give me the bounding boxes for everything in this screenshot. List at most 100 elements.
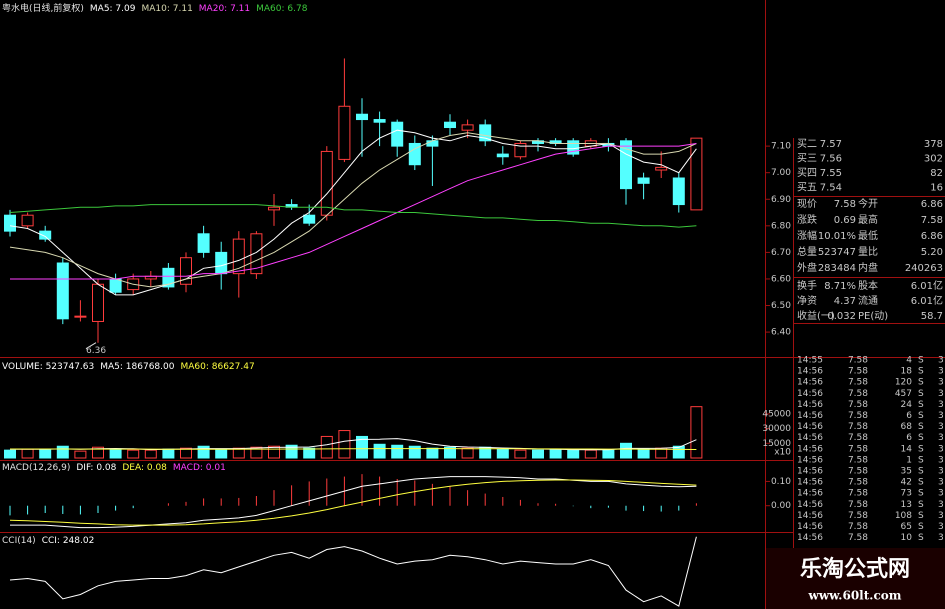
trade-volume: 6 [906, 411, 912, 421]
trade-volume: 108 [895, 511, 912, 521]
trade-side: S [918, 478, 924, 488]
candle-body [690, 137, 703, 211]
quote-label: 净资 [797, 294, 817, 307]
pane-title: MACD(12,26,9) [2, 463, 70, 473]
candle-body [637, 177, 650, 184]
candle-body [444, 121, 456, 129]
candle-body [74, 315, 87, 318]
trade-side: S [918, 356, 924, 366]
quote-value: 6.86 [921, 231, 943, 242]
candle-body [479, 124, 492, 142]
volume-bar [356, 435, 368, 459]
trade-price: 7.58 [848, 367, 868, 377]
volume-bar [56, 445, 69, 459]
quote-value: 6.01亿 [911, 294, 943, 307]
quote-label: 外盘 [797, 261, 817, 274]
trade-price: 7.58 [848, 455, 868, 465]
book-price: 7.57 [820, 139, 842, 150]
trade-count: 3 [938, 444, 944, 454]
y-tick-label: 45000 [762, 409, 791, 419]
y-tick-label: 0.10 [771, 477, 791, 487]
indicator-line [9, 479, 697, 526]
volume-bar [92, 446, 104, 459]
legend-entry: VOLUME: 523747.63 [2, 362, 94, 372]
volume-bar [39, 449, 52, 459]
quote-value: 8.71% [824, 281, 856, 292]
trade-side: S [918, 511, 924, 521]
trade-side: S [918, 455, 924, 465]
trade-count: 3 [938, 411, 944, 421]
trade-volume: 14 [901, 444, 913, 454]
trade-count: 3 [938, 378, 944, 388]
legend-entry: MA60: 6.78 [256, 4, 308, 14]
indicator-line [10, 448, 697, 450]
quote-label: 内盘 [858, 261, 878, 274]
candle-body [250, 233, 263, 275]
volume-bar [144, 449, 157, 459]
candle-body [408, 142, 421, 166]
volume-bar [320, 435, 333, 459]
volume-bar [584, 449, 597, 459]
trade-count: 3 [938, 389, 944, 399]
quote-label: 今开 [858, 197, 878, 210]
trade-volume: 18 [901, 367, 913, 377]
book-volume: 302 [924, 154, 943, 165]
y-tick-label: 6.90 [771, 195, 791, 205]
trade-side: S [918, 444, 924, 454]
trade-volume: 73 [901, 489, 912, 499]
trade-time: 14:56 [797, 522, 823, 532]
candle-body [268, 206, 280, 211]
trade-time: 14:56 [797, 411, 823, 421]
candle-body [4, 214, 16, 232]
trade-time: 14:56 [797, 444, 823, 454]
volume-bar [4, 449, 16, 459]
trade-time: 14:55 [797, 356, 823, 366]
volume-bar [672, 445, 685, 459]
quote-value: 10.01% [818, 231, 856, 242]
volume-bar [408, 445, 421, 459]
trade-count: 3 [938, 511, 944, 521]
volume-bar [637, 448, 650, 459]
candle-body [320, 150, 333, 216]
trade-volume: 6 [906, 433, 912, 443]
trade-side: S [918, 433, 924, 443]
trade-volume: 42 [901, 478, 912, 488]
candle-body [655, 166, 668, 171]
candle-body [39, 230, 52, 240]
trade-price: 7.58 [848, 533, 868, 543]
quote-value: 523747 [818, 247, 856, 258]
trade-price: 7.58 [848, 522, 868, 532]
trade-price: 7.58 [848, 389, 868, 399]
trade-count: 3 [938, 455, 944, 465]
book-label: 买二 [797, 138, 817, 150]
trade-price: 7.58 [848, 411, 868, 421]
trade-price: 7.58 [848, 444, 868, 454]
trade-time: 14:56 [797, 378, 823, 388]
trade-count: 3 [938, 433, 944, 443]
y-tick-label: 6.70 [771, 248, 791, 258]
trade-side: S [918, 367, 924, 377]
indicator-line [9, 132, 697, 288]
trade-time: 14:56 [797, 467, 823, 477]
trade-side: S [918, 533, 924, 543]
candle-body [109, 278, 122, 293]
volume-bar [215, 448, 228, 459]
quote-label: 收益(一) [797, 309, 835, 322]
trade-volume: 35 [901, 467, 912, 477]
candle-body [567, 140, 580, 155]
trade-time: 14:56 [797, 433, 823, 443]
candle-body [303, 214, 316, 224]
y-tick-label: 7.10 [771, 142, 791, 152]
volume-bar [549, 448, 562, 459]
quote-label: 量比 [858, 246, 878, 258]
volume-bar [285, 444, 298, 459]
volume-bar [426, 447, 439, 459]
volume-bar [268, 445, 280, 459]
trade-time: 14:56 [797, 400, 823, 410]
candle-body [672, 177, 685, 206]
legend-entry: MACD: 0.01 [173, 463, 226, 473]
trade-count: 3 [938, 478, 944, 488]
trade-time: 14:56 [797, 478, 823, 488]
volume-bar [461, 447, 474, 459]
